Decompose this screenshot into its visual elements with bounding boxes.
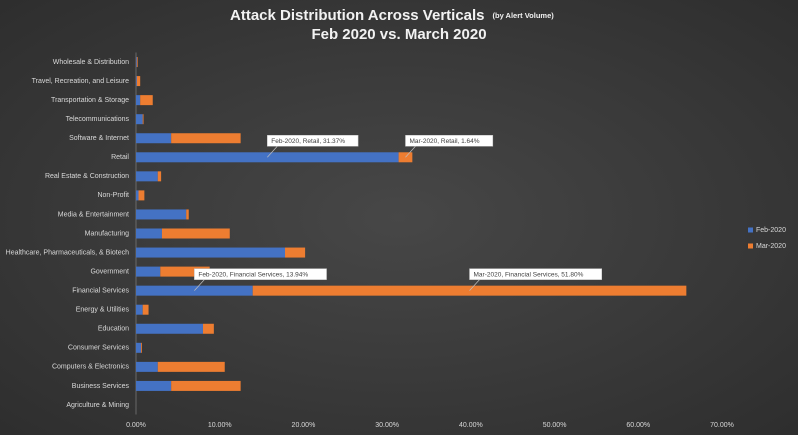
y-tick-label: Software & Internet bbox=[69, 135, 129, 142]
y-tick-label: Agriculture & Mining bbox=[66, 402, 129, 409]
chart-title: Attack Distribution Across Verticals (by… bbox=[230, 7, 554, 24]
x-tick-label: 10.00% bbox=[208, 422, 232, 429]
bar-segment bbox=[136, 76, 141, 87]
bar-segment bbox=[161, 228, 230, 239]
legend-label: Feb-2020 bbox=[756, 227, 786, 234]
y-tick-label: Computers & Electronics bbox=[52, 364, 130, 371]
callout-box bbox=[194, 268, 327, 280]
bar-segment bbox=[142, 114, 144, 125]
x-tick-label: 40.00% bbox=[459, 422, 483, 429]
callout-leader bbox=[469, 279, 480, 291]
y-tick-label: Education bbox=[98, 326, 129, 333]
bar-segment bbox=[136, 323, 203, 334]
callout-box bbox=[405, 135, 494, 147]
y-tick-label: Manufacturing bbox=[85, 230, 129, 237]
bar-segment bbox=[136, 342, 142, 353]
y-tick-label: Energy & Utilities bbox=[76, 307, 130, 314]
y-tick-label: Retail bbox=[111, 154, 129, 161]
y-tick-label: Transportation & Storage bbox=[51, 97, 129, 104]
bar-segment bbox=[202, 323, 214, 334]
x-tick-label: 70.00% bbox=[710, 422, 734, 429]
x-tick-label: 30.00% bbox=[375, 422, 399, 429]
bar-segment bbox=[171, 380, 241, 391]
data-label: Feb-2020, Retail, 31.37% bbox=[271, 138, 345, 145]
callout-leader bbox=[405, 146, 416, 158]
legend-swatch bbox=[748, 243, 753, 249]
bar-segment bbox=[136, 266, 161, 277]
chart-subtitle: Feb 2020 vs. March 2020 bbox=[311, 26, 486, 43]
y-tick-label: Non-Profit bbox=[97, 192, 129, 199]
y-tick-label: Business Services bbox=[72, 383, 130, 390]
data-label: Mar-2020, Financial Services, 51.80% bbox=[474, 271, 584, 278]
bar-segment bbox=[136, 76, 137, 87]
bar-segment bbox=[136, 171, 158, 182]
bar-segment bbox=[136, 380, 172, 391]
y-tick-label: Financial Services bbox=[72, 288, 129, 295]
bar-segment bbox=[160, 266, 210, 277]
title-main: Attack Distribution Across Verticals bbox=[230, 7, 485, 24]
bar-segment bbox=[136, 57, 138, 68]
y-tick-label: Healthcare, Pharmaceuticals, & Biotech bbox=[6, 249, 129, 256]
bar-segment bbox=[136, 304, 143, 315]
bar-segment bbox=[141, 342, 142, 353]
title-note: (by Alert Volume) bbox=[492, 11, 554, 20]
y-tick-label: Telecommunications bbox=[66, 116, 130, 123]
bar-segment bbox=[136, 95, 141, 106]
callout-box bbox=[267, 135, 359, 147]
bar-segment bbox=[136, 228, 162, 239]
legend-swatch bbox=[748, 227, 753, 233]
y-tick-label: Wholesale & Distribution bbox=[53, 59, 129, 66]
data-label: Mar-2020, Retail, 1.64% bbox=[409, 138, 479, 145]
y-tick-label: Real Estate & Construction bbox=[45, 173, 129, 180]
bar-segment bbox=[171, 133, 241, 144]
x-tick-label: 50.00% bbox=[543, 422, 567, 429]
bar-segment bbox=[136, 133, 172, 144]
data-label: Feb-2020, Financial Services, 13.94% bbox=[198, 271, 308, 278]
bar-segment bbox=[157, 171, 162, 182]
x-tick-label: 20.00% bbox=[292, 422, 316, 429]
bar-segment bbox=[136, 57, 137, 68]
callout-leader bbox=[194, 279, 205, 291]
y-tick-label: Government bbox=[90, 268, 129, 275]
bar-segment bbox=[157, 361, 225, 372]
bar-segment bbox=[186, 209, 189, 220]
legend-label: Mar-2020 bbox=[756, 243, 786, 250]
x-tick-label: 0.00% bbox=[126, 422, 146, 429]
bar-segment bbox=[136, 247, 286, 258]
bar-segment bbox=[142, 304, 149, 315]
y-tick-label: Media & Entertainment bbox=[58, 211, 129, 218]
y-tick-label: Travel, Recreation, and Leisure bbox=[32, 78, 130, 85]
bar-segment bbox=[285, 247, 306, 258]
x-tick-label: 60.00% bbox=[626, 422, 650, 429]
bar-segment bbox=[136, 114, 143, 125]
bar-segment bbox=[136, 190, 139, 201]
bar-segment bbox=[136, 209, 187, 220]
bar-segment bbox=[136, 361, 158, 372]
bar-segment bbox=[140, 95, 153, 106]
y-tick-label: Consumer Services bbox=[68, 345, 130, 352]
callout-leader bbox=[267, 146, 278, 158]
callout-box bbox=[469, 268, 602, 280]
bar-segment bbox=[138, 190, 145, 201]
